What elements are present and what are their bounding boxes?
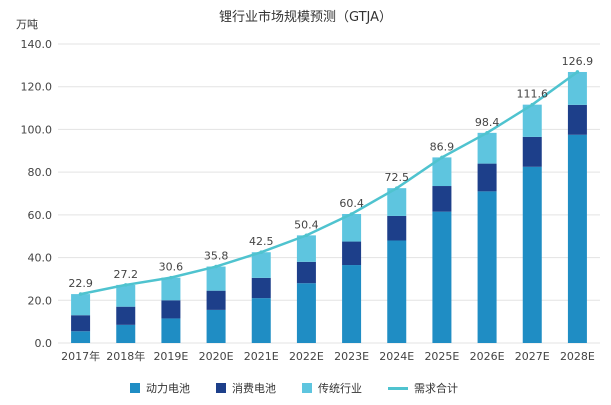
legend-label-power-battery: 动力电池 xyxy=(146,382,190,395)
bar-segment-traditional xyxy=(432,157,452,187)
bar-segment-traditional xyxy=(477,132,497,164)
legend-item-traditional: 传统行业 xyxy=(302,380,362,396)
legend-item-power-battery: 动力电池 xyxy=(130,380,190,396)
total-demand-point xyxy=(259,250,264,255)
y-tick-label: 80.0 xyxy=(28,166,53,179)
x-tick-label: 2025E xyxy=(424,350,459,363)
legend-label-total-demand: 需求合计 xyxy=(414,382,458,395)
bar-segment-power-battery xyxy=(342,265,362,343)
y-tick-label: 120.0 xyxy=(21,81,53,94)
legend-item-total-demand: 需求合计 xyxy=(388,380,458,396)
bar-segment-power-battery xyxy=(296,283,316,343)
bar-segment-power-battery xyxy=(522,166,542,343)
bar-segment-consumer-battery xyxy=(522,136,542,167)
total-demand-point xyxy=(349,212,354,216)
legend-swatch-power-battery xyxy=(130,383,140,393)
legend-label-traditional: 传统行业 xyxy=(318,382,362,395)
bar-segment-traditional xyxy=(342,214,362,242)
x-tick-label: 2027E xyxy=(515,350,550,363)
bar-segment-consumer-battery xyxy=(206,290,226,310)
y-tick-label: 140.0 xyxy=(21,38,53,51)
y-tick-label: 0.0 xyxy=(35,337,53,350)
data-label: 35.8 xyxy=(204,250,229,263)
y-tick-label: 100.0 xyxy=(21,123,53,136)
legend-swatch-consumer-battery xyxy=(216,383,226,393)
data-label: 72.5 xyxy=(385,171,410,184)
total-demand-point xyxy=(304,233,309,238)
x-tick-label: 2022E xyxy=(289,350,324,363)
legend-swatch-traditional xyxy=(302,383,312,393)
data-label: 30.6 xyxy=(159,261,184,274)
legend-swatch-total-demand xyxy=(388,386,408,390)
x-tick-label: 2028E xyxy=(560,350,595,363)
bar-segment-consumer-battery xyxy=(387,215,407,241)
total-demand-point xyxy=(530,102,535,107)
bar-segment-power-battery xyxy=(432,211,452,343)
total-demand-point xyxy=(394,186,399,190)
bar-segment-traditional xyxy=(161,277,181,301)
data-label: 22.9 xyxy=(68,277,93,290)
data-label: 111.6 xyxy=(517,88,549,101)
x-tick-label: 2026E xyxy=(470,350,505,363)
total-demand-point xyxy=(169,275,173,280)
bar-segment-power-battery xyxy=(116,324,136,343)
x-tick-label: 2019E xyxy=(153,350,188,363)
data-label: 86.9 xyxy=(430,140,455,153)
x-tick-label: 2020E xyxy=(199,350,234,363)
total-demand-point xyxy=(440,155,444,160)
bar-segment-consumer-battery xyxy=(477,163,497,192)
bar-segment-traditional xyxy=(387,188,407,216)
bar-segment-power-battery xyxy=(567,134,587,343)
total-demand-point xyxy=(123,283,128,287)
bar-segment-traditional xyxy=(206,266,226,291)
bar-segment-power-battery xyxy=(71,331,91,343)
bar-segment-consumer-battery xyxy=(567,104,587,135)
data-label: 98.4 xyxy=(475,116,500,129)
legend-item-consumer-battery: 消费电池 xyxy=(216,380,276,396)
y-tick-label: 40.0 xyxy=(28,252,53,265)
data-label: 50.4 xyxy=(294,218,319,231)
legend: 动力电池 消费电池 传统行业 需求合计 xyxy=(130,380,458,396)
bar-segment-power-battery xyxy=(477,191,497,343)
total-demand-point xyxy=(485,131,489,135)
x-tick-label: 2017年 xyxy=(61,349,100,363)
bar-segment-power-battery xyxy=(387,240,407,343)
bar-segment-consumer-battery xyxy=(296,261,316,284)
data-label: 42.5 xyxy=(249,235,274,248)
bar-segment-consumer-battery xyxy=(342,241,362,266)
bar-segment-consumer-battery xyxy=(116,306,136,325)
x-tick-label: 2024E xyxy=(379,350,414,363)
legend-label-consumer-battery: 消费电池 xyxy=(232,382,276,395)
y-axis-unit: 万吨 xyxy=(16,18,38,31)
bar-segment-traditional xyxy=(567,71,587,105)
x-tick-label: 2023E xyxy=(334,350,369,363)
y-tick-label: 60.0 xyxy=(28,209,53,222)
bar-segment-traditional xyxy=(251,252,271,278)
bar-segment-power-battery xyxy=(161,318,181,343)
bar-segment-consumer-battery xyxy=(251,277,271,299)
total-demand-point xyxy=(78,292,83,296)
total-demand-point xyxy=(575,70,580,74)
bar-segment-traditional xyxy=(71,294,91,316)
total-demand-point xyxy=(214,264,218,269)
bar-segment-traditional xyxy=(116,284,136,307)
chart-title: 锂行业市场规模预测（GTJA） xyxy=(218,10,393,25)
bar-segment-traditional xyxy=(296,235,316,262)
x-tick-label: 2018年 xyxy=(106,349,145,363)
x-tick-label: 2021E xyxy=(244,350,279,363)
bar-segment-power-battery xyxy=(206,309,226,343)
total-demand-line xyxy=(80,70,579,296)
bar-segment-power-battery xyxy=(251,298,271,343)
bar-segment-consumer-battery xyxy=(432,186,452,212)
data-label: 60.4 xyxy=(339,197,364,210)
y-tick-label: 20.0 xyxy=(28,294,53,307)
bar-segment-consumer-battery xyxy=(71,315,91,332)
bar-segment-traditional xyxy=(522,104,542,137)
data-label: 27.2 xyxy=(114,268,139,281)
bar-segment-consumer-battery xyxy=(161,300,181,319)
data-label: 126.9 xyxy=(562,55,594,68)
